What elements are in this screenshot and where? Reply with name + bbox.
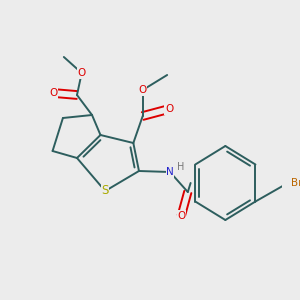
Text: O: O <box>165 104 173 114</box>
Text: Br: Br <box>291 178 300 188</box>
Text: O: O <box>139 85 147 95</box>
Text: S: S <box>101 184 109 197</box>
Text: O: O <box>50 88 58 98</box>
Text: O: O <box>78 68 86 78</box>
Text: H: H <box>177 162 184 172</box>
Text: N: N <box>166 167 174 177</box>
Text: O: O <box>177 211 185 221</box>
